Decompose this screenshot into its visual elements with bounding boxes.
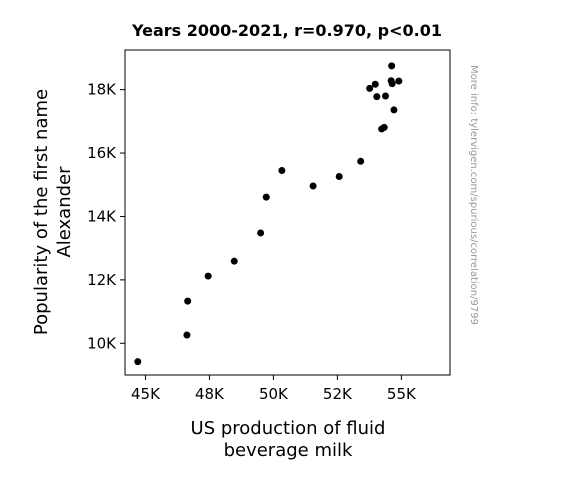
x-tick-label: 52K: [323, 385, 353, 403]
data-point: [390, 106, 398, 114]
y-tick-label: 16K: [87, 144, 117, 162]
data-point: [395, 77, 403, 85]
source-note: More info: tylervigen.com/spurious/corre…: [468, 65, 479, 325]
data-point: [371, 80, 379, 88]
chart-title: Years 2000-2021, r=0.970, p<0.01: [131, 21, 442, 40]
x-tick-label: 48K: [195, 385, 225, 403]
x-axis-label-line-1: US production of fluid: [191, 418, 386, 439]
data-point: [380, 123, 388, 131]
data-point: [183, 331, 191, 339]
y-axis: 10K 12K 14K 16K 18K: [87, 81, 125, 352]
data-point: [388, 80, 396, 88]
x-tick-label: 50K: [259, 385, 289, 403]
data-points: [134, 62, 403, 366]
y-axis-label-line-1: Popularity of the first name: [31, 89, 52, 335]
y-tick-label: 10K: [87, 334, 117, 352]
data-point: [388, 62, 396, 70]
x-axis-label-line-2: beverage milk: [224, 440, 353, 461]
data-point: [366, 84, 374, 92]
data-point: [357, 157, 365, 165]
data-point: [373, 93, 381, 101]
data-point: [309, 182, 317, 190]
y-axis-label-line-2: Alexander: [54, 166, 75, 258]
data-point: [134, 358, 142, 366]
data-point: [382, 92, 390, 100]
x-tick-label: 45K: [131, 385, 161, 403]
data-point: [204, 272, 212, 280]
data-point: [278, 166, 286, 174]
data-point: [335, 173, 343, 181]
data-point: [262, 193, 270, 201]
data-point: [184, 297, 192, 305]
data-point: [230, 257, 238, 265]
x-axis: 45K 48K 50K 52K 55K: [131, 375, 417, 403]
data-point: [257, 229, 265, 237]
y-tick-label: 14K: [87, 207, 117, 225]
y-tick-label: 18K: [87, 81, 117, 99]
y-tick-label: 12K: [87, 271, 117, 289]
x-tick-label: 55K: [387, 385, 417, 403]
plot-area: [124, 49, 451, 376]
